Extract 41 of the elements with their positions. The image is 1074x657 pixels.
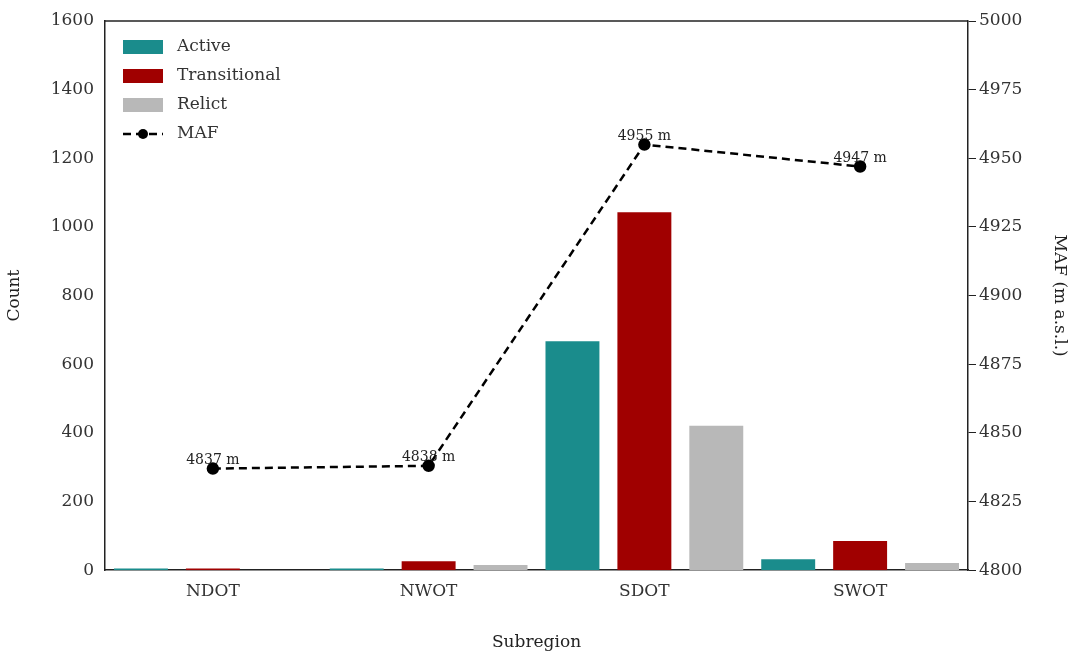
- y2-tick-label: 4825: [979, 489, 1023, 510]
- bar: [833, 541, 888, 571]
- legend-label: Relict: [177, 93, 228, 114]
- data-label: 4947 m: [833, 149, 887, 166]
- bar: [905, 562, 960, 571]
- bar: [617, 212, 672, 571]
- y-tick-label: 800: [61, 284, 94, 305]
- y2-tick-label: 4900: [979, 284, 1023, 305]
- y-tick-label: 1600: [50, 9, 94, 30]
- y-tick-label: 600: [61, 352, 94, 373]
- y2-tick-label: 4925: [979, 215, 1023, 236]
- y2-tick-label: 5000: [979, 9, 1023, 30]
- y-axis-title: Count: [2, 269, 23, 322]
- y2-tick-label: 4850: [979, 421, 1023, 442]
- bar: [545, 341, 600, 571]
- x-tick-label: SDOT: [619, 579, 671, 600]
- y2-axis-title: MAF (m a.s.l.): [1051, 234, 1072, 357]
- legend-label: MAF: [177, 122, 219, 143]
- y2-tick-label: 4800: [979, 558, 1023, 579]
- x-tick-label: SWOT: [832, 579, 888, 600]
- x-tick-label: NWOT: [399, 579, 459, 600]
- y-tick-label: 200: [61, 489, 94, 510]
- bar: [473, 565, 528, 571]
- legend-label: Transitional: [177, 64, 281, 85]
- data-label: 4838 m: [401, 448, 456, 465]
- legend-label: Active: [176, 35, 231, 56]
- y-tick-label: 1400: [50, 78, 94, 99]
- y-tick-label: 400: [61, 421, 94, 442]
- y2-tick-label: 4875: [979, 352, 1023, 373]
- y2-tick-label: 4975: [979, 78, 1023, 99]
- y-tick-label: 1000: [50, 215, 94, 236]
- x-axis-title: Subregion: [491, 631, 582, 652]
- y-tick-label: 1200: [50, 146, 94, 167]
- bar: [689, 425, 744, 571]
- bar: [761, 559, 816, 571]
- data-label: 4955 m: [617, 127, 672, 144]
- x-tick-label: NDOT: [185, 579, 241, 600]
- bar: [401, 561, 456, 571]
- y-tick-label: 0: [83, 558, 94, 579]
- data-label: 4837 m: [186, 451, 240, 468]
- y2-tick-label: 4950: [979, 146, 1023, 167]
